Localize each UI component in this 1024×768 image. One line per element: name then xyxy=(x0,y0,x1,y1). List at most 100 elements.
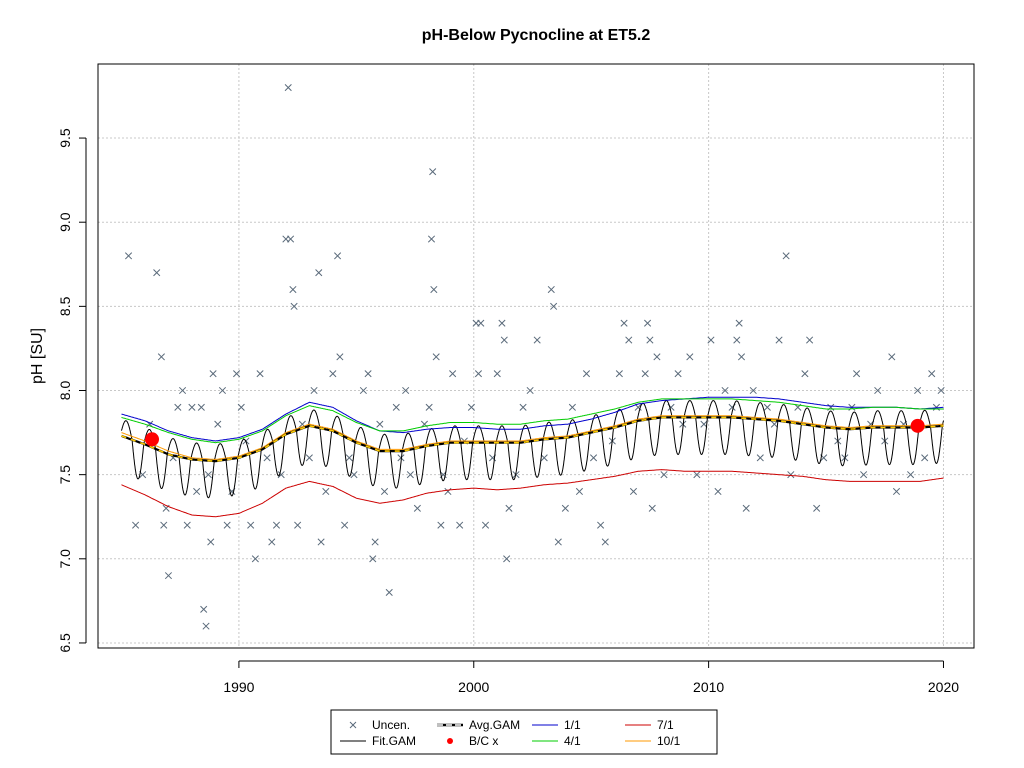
data-point xyxy=(204,471,212,479)
data-point xyxy=(432,353,440,361)
data-point xyxy=(333,252,342,260)
data-point xyxy=(305,454,313,462)
data-point xyxy=(178,386,187,395)
data-point xyxy=(907,471,915,479)
data-point xyxy=(707,336,715,344)
axes: 1990 2000 2010 2020 6.5 7.0 7.5 8.0 8.5 9.0 9.5 xyxy=(57,128,959,695)
legend-item: 4/1 xyxy=(532,734,581,748)
legend-label: 4/1 xyxy=(564,734,581,748)
chart-title: pH-Below Pycnocline at ET5.2 xyxy=(422,27,651,44)
data-point xyxy=(646,336,654,344)
data-point xyxy=(467,403,475,411)
uncensored-points xyxy=(124,84,945,630)
data-point xyxy=(277,471,285,479)
bc-point xyxy=(145,432,160,447)
data-point xyxy=(493,370,501,378)
data-point xyxy=(597,521,605,529)
data-point xyxy=(256,370,264,378)
data-point xyxy=(526,386,534,395)
legend-cross xyxy=(349,721,357,729)
data-point xyxy=(289,285,297,294)
x-tick-label: 2020 xyxy=(928,679,959,695)
data-point xyxy=(350,471,358,479)
y-tick-label: 8.0 xyxy=(57,381,73,401)
data-point xyxy=(679,420,687,428)
data-point xyxy=(290,302,298,310)
data-point xyxy=(329,370,337,378)
data-point xyxy=(188,403,196,411)
data-point xyxy=(644,319,652,327)
x-tick-label: 2000 xyxy=(458,679,489,695)
legend-label: Uncen. xyxy=(372,718,410,732)
series-line-1-1 xyxy=(121,396,944,442)
data-point xyxy=(503,555,511,563)
y-tick-label: 9.5 xyxy=(57,128,73,148)
data-point xyxy=(272,521,281,529)
data-point xyxy=(315,269,323,277)
data-point xyxy=(533,336,541,344)
data-point xyxy=(268,538,276,546)
data-point xyxy=(376,420,384,428)
data-point xyxy=(456,521,464,529)
legend-label: Fit.GAM xyxy=(372,734,416,748)
x-tick-label: 1990 xyxy=(223,679,254,695)
data-point xyxy=(714,487,722,496)
data-point xyxy=(392,403,400,411)
data-point xyxy=(660,471,668,479)
data-point xyxy=(385,588,393,597)
data-point xyxy=(197,403,205,411)
data-point xyxy=(371,538,379,546)
data-point xyxy=(413,504,421,512)
plot-frame xyxy=(97,63,975,649)
data-point xyxy=(429,168,437,176)
data-point xyxy=(369,555,377,563)
data-point xyxy=(763,403,771,411)
grid xyxy=(98,64,974,648)
data-point xyxy=(928,370,936,378)
data-point xyxy=(519,403,527,411)
bc-points xyxy=(145,418,925,447)
data-point xyxy=(160,521,168,529)
data-point xyxy=(874,386,882,395)
data-point xyxy=(124,252,133,260)
data-point xyxy=(674,370,682,378)
series-line-10-1 xyxy=(121,415,944,461)
fit-gam-line xyxy=(121,400,944,499)
data-point xyxy=(207,538,215,546)
data-point xyxy=(500,336,508,344)
data-point xyxy=(749,386,757,395)
data-point xyxy=(218,386,227,395)
data-point xyxy=(425,403,433,411)
data-point xyxy=(223,521,231,529)
data-point xyxy=(547,285,555,294)
data-point xyxy=(263,454,271,462)
data-point xyxy=(540,454,548,462)
legend-item: Avg.GAM xyxy=(437,718,520,732)
data-point xyxy=(782,252,790,260)
data-point xyxy=(601,538,609,546)
data-point xyxy=(444,487,452,496)
data-point xyxy=(648,504,656,512)
data-point xyxy=(568,403,576,411)
data-point xyxy=(693,471,701,479)
data-point xyxy=(233,370,241,378)
data-point xyxy=(310,386,318,395)
data-point xyxy=(294,521,302,529)
data-point xyxy=(341,521,349,529)
legend-label: 1/1 xyxy=(564,718,581,732)
data-point xyxy=(892,487,901,496)
data-point xyxy=(827,403,835,411)
series-lines xyxy=(121,396,944,518)
y-tick-label: 8.5 xyxy=(57,296,73,316)
avg-gam-dash xyxy=(121,416,944,463)
data-point xyxy=(853,370,861,378)
data-point xyxy=(801,370,809,378)
data-point xyxy=(336,353,344,361)
data-point xyxy=(914,386,922,395)
legend-item: Fit.GAM xyxy=(340,734,416,748)
data-point xyxy=(737,353,746,361)
y-axis-label: pH [SU] xyxy=(29,328,46,384)
data-point xyxy=(359,386,367,395)
data-point xyxy=(641,370,649,378)
data-point xyxy=(209,370,217,378)
